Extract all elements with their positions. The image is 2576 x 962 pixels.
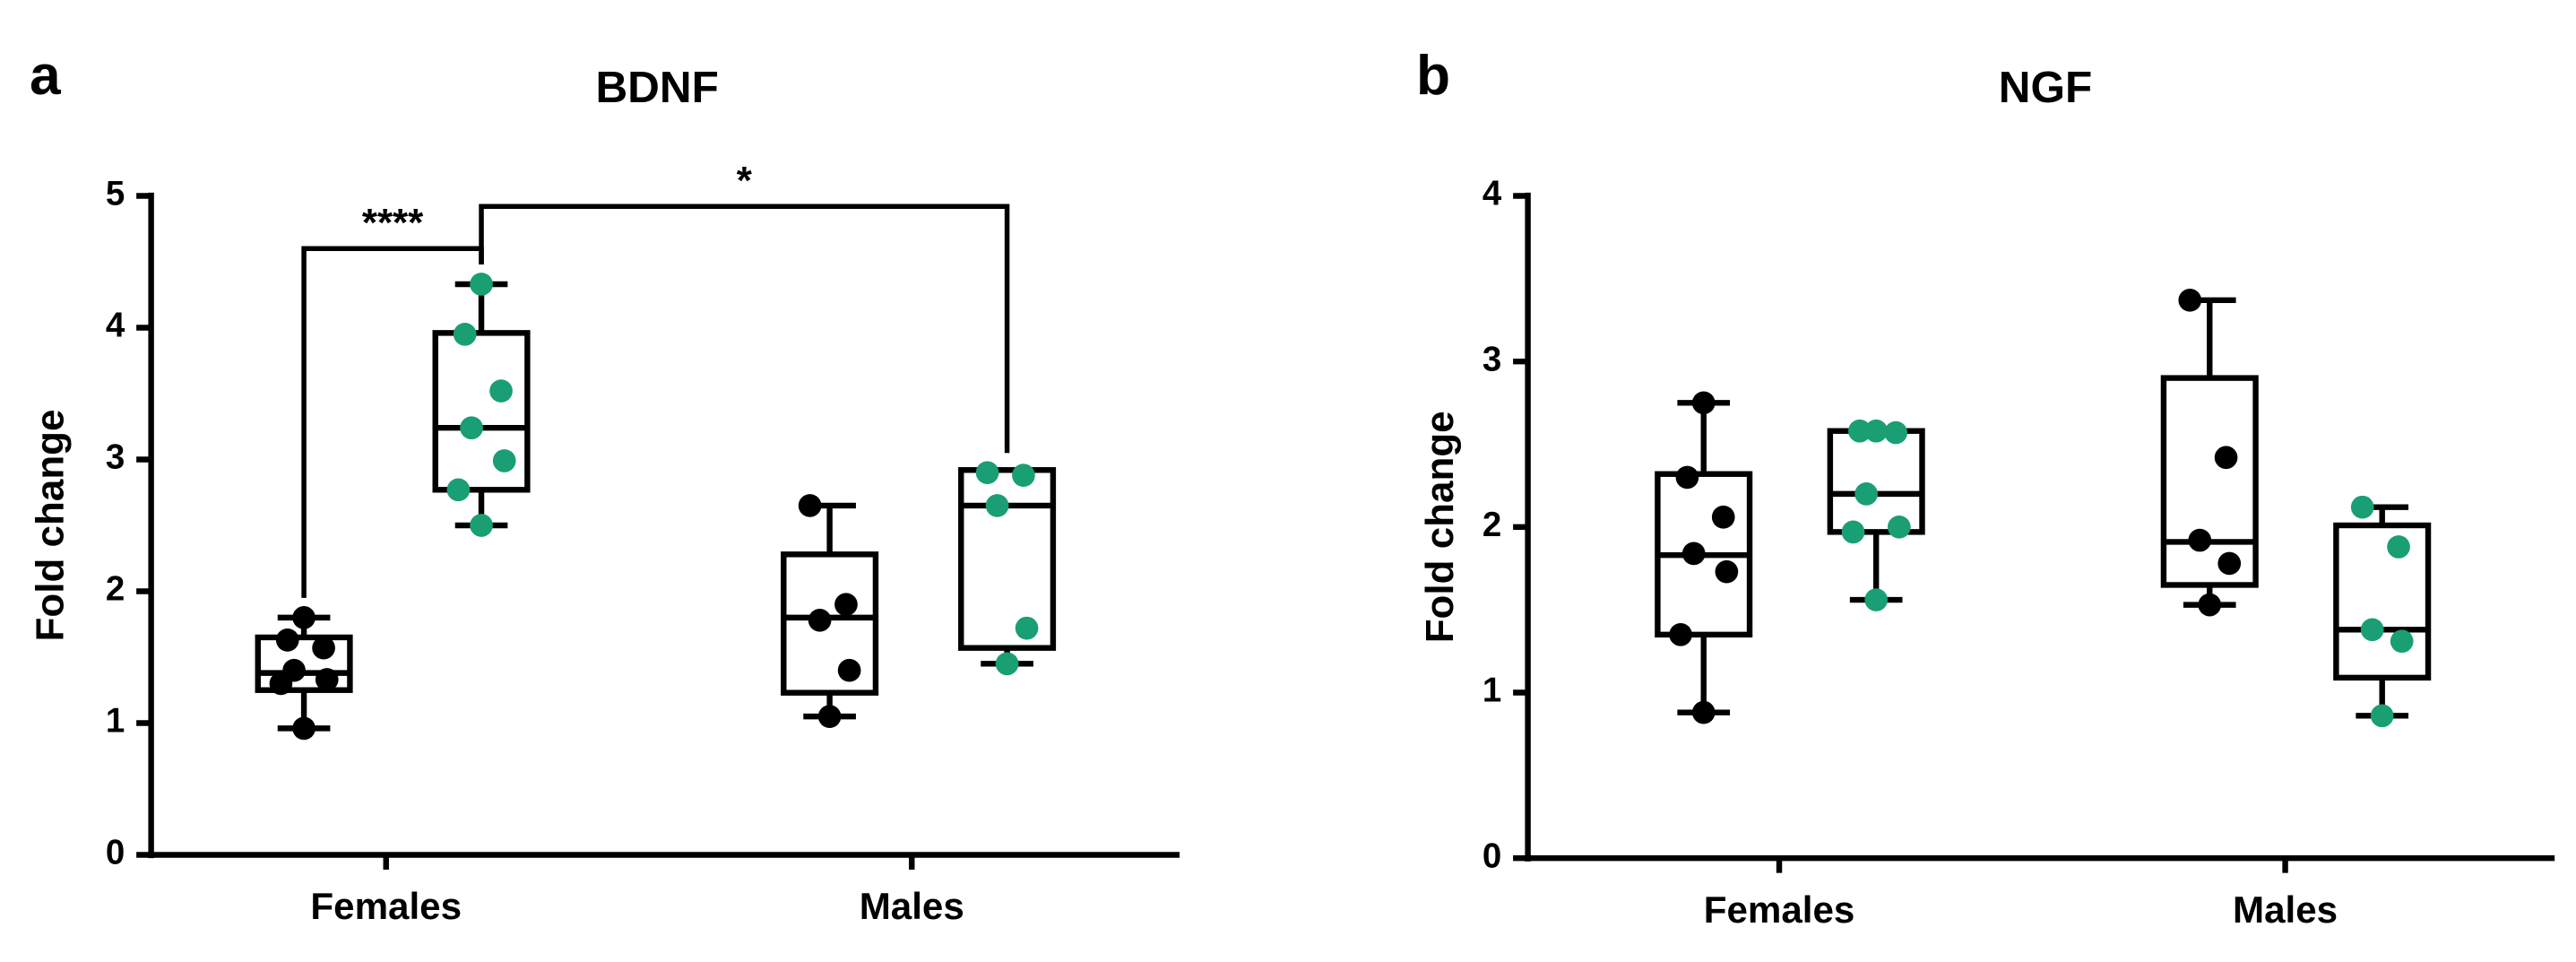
y-tick-label: 4 — [106, 307, 125, 345]
x-tick-label: Males — [2233, 888, 2338, 931]
box — [1827, 428, 1925, 535]
data-point — [798, 494, 822, 517]
data-point — [2178, 288, 2202, 312]
significance-label: **** — [362, 201, 424, 245]
data-point — [834, 593, 858, 617]
data-point — [1884, 420, 1908, 445]
data-point — [1681, 542, 1706, 566]
data-point — [312, 636, 335, 660]
data-point — [2217, 551, 2242, 576]
x-tick-label: Females — [1704, 888, 1855, 931]
data-point — [1864, 588, 1889, 611]
data-point — [2350, 495, 2374, 519]
data-point — [2387, 535, 2410, 559]
data-point — [1715, 559, 1739, 584]
y-axis-label: Fold change — [28, 410, 72, 642]
box — [2160, 375, 2259, 588]
significance-label: * — [737, 159, 753, 203]
data-point — [1848, 419, 1871, 443]
y-axis-label: Fold change — [1418, 411, 1462, 643]
data-point — [446, 478, 471, 502]
data-point — [492, 449, 516, 472]
data-point — [470, 273, 493, 296]
box — [2333, 522, 2432, 681]
data-point — [2370, 704, 2394, 728]
chart-title: BDNF — [595, 63, 718, 112]
data-point — [1841, 520, 1865, 544]
y-tick-label: 0 — [1482, 836, 1501, 875]
y-tick-label: 3 — [106, 438, 125, 477]
data-point — [1691, 391, 1716, 415]
significance-bracket — [479, 204, 1010, 454]
data-point — [995, 652, 1019, 676]
data-point — [1864, 419, 1889, 443]
data-point — [2214, 446, 2238, 470]
chart-title: NGF — [1999, 63, 2092, 112]
y-tick-label: 1 — [1482, 672, 1501, 710]
data-point — [315, 668, 339, 691]
data-point — [1854, 482, 1879, 506]
panel-label: b — [1416, 45, 1450, 107]
data-point — [1012, 464, 1035, 487]
data-point — [975, 461, 999, 485]
data-point — [1675, 465, 1699, 490]
data-point — [275, 628, 299, 652]
data-point — [1711, 505, 1735, 529]
data-point — [269, 672, 293, 696]
data-point — [1669, 623, 1692, 646]
data-point — [489, 379, 513, 403]
y-tick-label: 0 — [106, 834, 125, 872]
data-point — [2360, 618, 2384, 642]
x-tick-label: Males — [860, 885, 964, 927]
y-tick-label: 1 — [106, 702, 125, 741]
y-tick-label: 2 — [1482, 506, 1501, 544]
data-point — [2390, 629, 2414, 654]
data-point — [292, 606, 316, 629]
panel-label: a — [30, 45, 62, 107]
x-tick-label: Females — [310, 885, 462, 927]
data-point — [1015, 616, 1039, 640]
data-point — [453, 323, 477, 346]
data-point — [2198, 593, 2222, 617]
data-point — [1888, 515, 1911, 539]
data-point — [985, 494, 1009, 517]
box — [958, 467, 1057, 651]
data-point — [470, 514, 493, 537]
data-point — [808, 608, 832, 632]
y-tick-label: 2 — [106, 570, 125, 609]
y-tick-label: 3 — [1482, 340, 1501, 378]
data-point — [2188, 528, 2212, 552]
data-point — [1691, 700, 1716, 724]
y-tick-label: 4 — [1482, 175, 1502, 213]
data-point — [817, 705, 842, 728]
data-point — [460, 416, 483, 440]
data-point — [292, 716, 316, 741]
data-point — [837, 658, 861, 682]
y-tick-label: 5 — [106, 175, 125, 213]
